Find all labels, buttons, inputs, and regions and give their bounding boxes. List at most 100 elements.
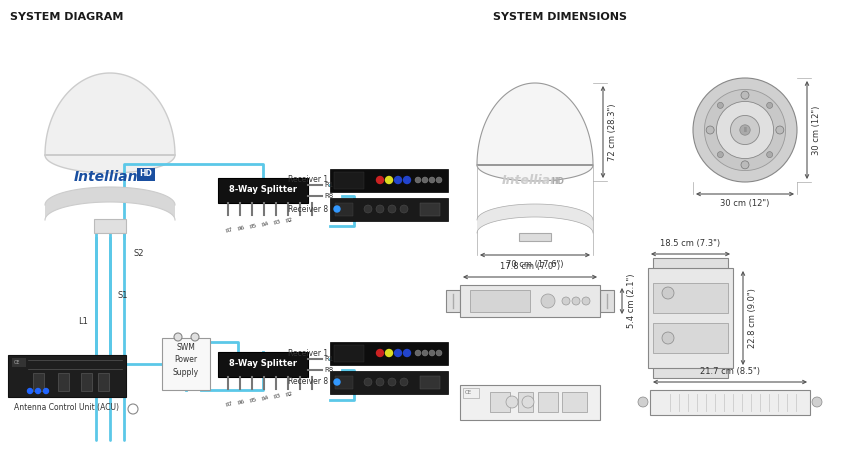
Text: R7: R7 (225, 227, 234, 234)
Circle shape (716, 101, 774, 158)
Text: Intellian: Intellian (74, 170, 139, 184)
Text: R4: R4 (261, 221, 270, 228)
Text: CE: CE (465, 390, 473, 395)
FancyBboxPatch shape (218, 352, 308, 377)
Circle shape (429, 177, 435, 183)
Circle shape (436, 177, 442, 183)
Text: R3: R3 (273, 393, 282, 400)
Circle shape (377, 176, 383, 184)
Text: Receiver 1: Receiver 1 (288, 349, 328, 358)
Text: R5: R5 (249, 397, 258, 404)
FancyBboxPatch shape (653, 283, 728, 313)
Circle shape (400, 378, 408, 386)
Text: Intellian: Intellian (502, 174, 560, 187)
Circle shape (385, 176, 393, 184)
Text: SYSTEM DIAGRAM: SYSTEM DIAGRAM (10, 12, 123, 22)
Circle shape (334, 379, 340, 385)
Text: 8-Way Splitter: 8-Way Splitter (229, 185, 297, 195)
FancyBboxPatch shape (538, 392, 558, 412)
FancyBboxPatch shape (81, 373, 92, 391)
Polygon shape (45, 73, 175, 173)
FancyBboxPatch shape (58, 373, 69, 391)
FancyBboxPatch shape (519, 233, 551, 241)
Circle shape (385, 349, 393, 356)
FancyBboxPatch shape (490, 392, 510, 412)
FancyBboxPatch shape (650, 390, 810, 415)
Text: R1: R1 (324, 182, 333, 188)
Circle shape (704, 89, 786, 170)
FancyBboxPatch shape (162, 338, 210, 390)
Text: R8: R8 (324, 193, 333, 199)
Circle shape (436, 350, 442, 356)
Circle shape (717, 152, 723, 158)
Circle shape (174, 333, 182, 341)
Circle shape (403, 349, 411, 356)
Circle shape (364, 205, 372, 213)
Text: R5: R5 (249, 223, 258, 230)
Circle shape (572, 297, 580, 305)
Text: R1: R1 (324, 356, 333, 362)
FancyBboxPatch shape (420, 376, 440, 389)
Circle shape (706, 126, 714, 134)
Text: R2: R2 (285, 217, 294, 224)
FancyBboxPatch shape (653, 258, 728, 270)
FancyBboxPatch shape (334, 345, 364, 362)
FancyBboxPatch shape (518, 392, 533, 412)
FancyBboxPatch shape (98, 373, 109, 391)
Text: R6: R6 (237, 225, 246, 232)
Circle shape (776, 126, 784, 134)
Text: II: II (743, 127, 747, 133)
FancyBboxPatch shape (420, 203, 440, 216)
Circle shape (334, 206, 340, 212)
Text: HD: HD (140, 169, 152, 179)
Circle shape (522, 396, 534, 408)
Circle shape (717, 103, 723, 109)
Circle shape (377, 349, 383, 356)
Text: 30 cm (12"): 30 cm (12") (720, 199, 770, 208)
Text: S2: S2 (134, 249, 145, 257)
FancyBboxPatch shape (446, 290, 460, 312)
Text: 17.8 cm (7.0"): 17.8 cm (7.0") (500, 262, 560, 271)
FancyBboxPatch shape (330, 198, 448, 221)
FancyBboxPatch shape (653, 366, 728, 378)
FancyBboxPatch shape (330, 371, 448, 394)
Circle shape (27, 388, 33, 393)
FancyBboxPatch shape (600, 290, 614, 312)
Circle shape (541, 294, 555, 308)
Circle shape (662, 287, 674, 299)
Circle shape (388, 205, 396, 213)
Text: HD: HD (551, 176, 564, 185)
Circle shape (395, 349, 401, 356)
Circle shape (400, 205, 408, 213)
Text: 30 cm (12"): 30 cm (12") (812, 105, 821, 155)
Text: CE: CE (14, 360, 21, 365)
FancyBboxPatch shape (653, 323, 728, 353)
Circle shape (44, 388, 49, 393)
FancyBboxPatch shape (562, 392, 587, 412)
Text: Antenna Control Unit (ACU): Antenna Control Unit (ACU) (15, 403, 120, 412)
Circle shape (582, 297, 590, 305)
Circle shape (638, 397, 648, 407)
Text: R3: R3 (273, 219, 282, 226)
Circle shape (422, 350, 428, 356)
Circle shape (35, 388, 40, 393)
Circle shape (429, 350, 435, 356)
FancyBboxPatch shape (648, 268, 733, 368)
Circle shape (364, 378, 372, 386)
Circle shape (506, 396, 518, 408)
Circle shape (395, 176, 401, 184)
FancyBboxPatch shape (12, 358, 26, 367)
FancyBboxPatch shape (8, 355, 126, 397)
Text: R2: R2 (285, 391, 294, 398)
Text: SWM
Power
Supply: SWM Power Supply (173, 343, 199, 377)
Text: SYSTEM DIMENSIONS: SYSTEM DIMENSIONS (493, 12, 627, 22)
FancyBboxPatch shape (334, 172, 364, 189)
FancyBboxPatch shape (330, 342, 448, 365)
Text: 22.8 cm (9.0"): 22.8 cm (9.0") (748, 288, 757, 348)
FancyBboxPatch shape (460, 285, 600, 317)
Circle shape (422, 177, 428, 183)
Circle shape (740, 125, 750, 135)
Text: 21.7 cm (8.5"): 21.7 cm (8.5") (700, 367, 760, 376)
Text: 5.4 cm (2.1"): 5.4 cm (2.1") (627, 274, 636, 328)
Polygon shape (477, 204, 593, 233)
